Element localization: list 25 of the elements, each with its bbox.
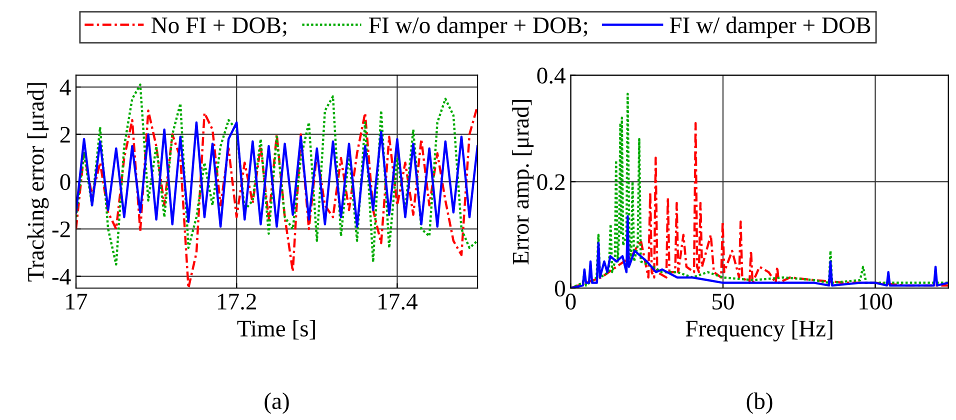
x-tick-label: 100 xyxy=(860,294,892,310)
text: (a) xyxy=(264,392,289,414)
x-tick-label: 50 xyxy=(712,294,734,310)
x-axis-title: Time [s] xyxy=(237,320,315,340)
line-series xyxy=(76,84,478,266)
x-tick-label: 17 xyxy=(66,294,88,310)
y-tick-label: -2 xyxy=(52,222,70,238)
x-tick-label: 0 xyxy=(566,294,576,310)
y-tick-label: 0.4 xyxy=(537,68,566,84)
legend-label: FI w/o damper + DOB; xyxy=(369,16,588,38)
y-tick-label: 0 xyxy=(554,280,565,297)
y-tick-label: -4 xyxy=(52,268,71,284)
y-tick-label: 2 xyxy=(60,126,70,143)
x-tick-label: 17.4 xyxy=(378,294,418,310)
y-tick-label: 0 xyxy=(60,174,70,190)
line-series xyxy=(76,121,478,228)
x-tick-label: 17.2 xyxy=(218,294,256,310)
text: (b) xyxy=(746,392,772,414)
x-axis-title: Frequency [Hz] xyxy=(686,320,832,342)
legend-label: No FI + DOB; xyxy=(151,17,286,37)
y-axis-title: Error amp. [μrad] xyxy=(512,100,534,264)
y-tick-label: 4 xyxy=(60,80,71,96)
y-tick-label: 0.2 xyxy=(537,174,565,190)
y-axis-title: Tracking error [μrad] xyxy=(27,83,49,282)
legend-label: FI w/ damper + DOB xyxy=(670,16,870,38)
